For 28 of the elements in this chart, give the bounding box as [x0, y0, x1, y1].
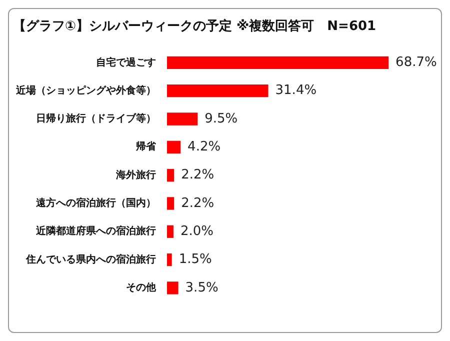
data-label: 3.5%: [185, 280, 218, 296]
bar: [167, 56, 389, 70]
bar: [167, 197, 174, 210]
y-tick-label: 海外旅行: [115, 168, 156, 181]
data-label: 9.5%: [204, 111, 238, 126]
data-label: 2.0%: [180, 224, 214, 239]
bar: [167, 253, 172, 266]
y-tick-label: 帰省: [135, 140, 157, 153]
bar: [167, 112, 198, 126]
y-tick-label: その他: [126, 282, 157, 294]
bar: [167, 168, 174, 182]
y-tick-label: 自宅で過ごす: [96, 56, 156, 68]
data-label: 2.2%: [181, 168, 214, 183]
data-label: 1.5%: [178, 252, 212, 268]
bar: [167, 225, 174, 238]
chart-title: 【グラフ①】シルバーウィークの予定 ※複数回答可 N=601: [13, 18, 376, 34]
y-tick-label: 日帰り旅行（ドライブ等）: [36, 112, 156, 125]
data-label: 4.2%: [188, 140, 221, 155]
bar: [167, 282, 178, 294]
bar: [167, 140, 181, 154]
data-label: 68.7%: [396, 55, 437, 70]
y-tick-label: 近場（ショッピングや外食等）: [15, 84, 156, 96]
bar: [167, 84, 268, 98]
y-tick-label: 遠方への宿泊旅行（国内）: [35, 197, 156, 210]
y-tick-label: 近隣都道府県への宿泊旅行: [35, 225, 156, 238]
y-tick-label: 住んでいる県内への宿泊旅行: [25, 253, 156, 266]
data-label: 31.4%: [275, 83, 317, 98]
data-label: 2.2%: [181, 196, 214, 211]
